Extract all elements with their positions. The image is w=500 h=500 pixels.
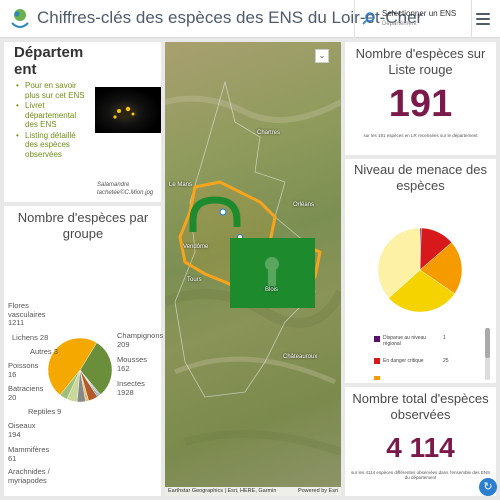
pie-label-oiseaux: Oiseaux 194	[8, 421, 36, 439]
salamander-photo	[95, 87, 161, 133]
salamander-image	[113, 106, 137, 119]
legend-item: Disparue au niveau régional 1	[374, 335, 446, 347]
legend-swatch	[374, 336, 380, 342]
link-livret[interactable]: Livret départemental des ENS	[16, 101, 90, 130]
map-label-tours: Tours	[187, 277, 202, 283]
total-panel	[345, 387, 496, 496]
pie-label-arachnides: Arachnides / myriapodes	[8, 467, 50, 485]
pie-slice-flores-vasculaires[interactable]	[79, 342, 113, 395]
map-label-vendome: Vendôme	[183, 244, 209, 250]
map-label-blois: Blois	[265, 287, 279, 293]
search-icon	[362, 12, 375, 25]
pie-label-champignons: Champignons 209	[117, 331, 164, 349]
legend-swatch	[374, 358, 380, 364]
app-title: Chiffres-clés des espèces des ENS du Loi…	[37, 8, 423, 27]
legend-label: Disparue au niveau régional	[383, 335, 427, 347]
logo-icon	[11, 9, 29, 28]
ens-selector[interactable]: Selectionner un ENS Département	[354, 0, 472, 38]
pie-label-mammiferes: Mammifères 61	[8, 445, 50, 463]
link-listing[interactable]: Listing détaillé des espèces observées	[16, 131, 90, 160]
map-view[interactable]: Chartres Orléans Vendôme Blois Le Mans T…	[165, 42, 341, 496]
pie-slice-insectes[interactable]	[47, 337, 98, 396]
map-terrain-texture	[165, 95, 341, 456]
legend-count: 1	[443, 335, 446, 341]
group-panel-title: Nombre d'espèces par groupe	[17, 210, 149, 241]
threat-pie-chart	[377, 227, 463, 313]
map-label-chartres: Chartres	[257, 130, 281, 136]
unlock-icon	[189, 196, 315, 308]
selector-sublabel: Département	[382, 21, 417, 27]
red-list-panel	[345, 42, 496, 155]
pie-label-mousses: Mousses 162	[117, 355, 148, 373]
legend-scrollbar[interactable]	[485, 328, 490, 380]
map-label-lemans: Le Mans	[169, 182, 193, 188]
pie-label-autres: Autres 3	[30, 347, 58, 356]
map-canvas	[165, 80, 341, 456]
legend-label: En danger critique	[383, 358, 424, 364]
red-list-value: 191	[388, 83, 453, 125]
ens-marker[interactable]	[219, 208, 227, 216]
chevron-down-icon[interactable]: ⌄	[315, 49, 329, 63]
menu-icon[interactable]	[476, 13, 490, 25]
pie-slice-quasi-menac-e[interactable]	[377, 227, 421, 299]
total-value: 4 114	[386, 432, 455, 463]
pie-label-lichens: Lichens 28	[12, 333, 49, 342]
pie-label-reptiles: Reptiles 9	[28, 407, 62, 416]
pie-slice-en-danger[interactable]	[419, 242, 463, 295]
threat-title: Niveau de menace des espèces	[354, 162, 487, 193]
department-title: Département	[14, 44, 84, 78]
app-header: Chiffres-clés des espèces des ENS du Loi…	[0, 0, 500, 38]
selector-label: Selectionner un ENS	[382, 9, 457, 18]
pie-label-flores: Flores vasculaires 1211	[8, 301, 46, 327]
map-attribution: Earthstar Geographics | Esri, HERE, Garm…	[165, 487, 341, 496]
department-links: Pour en savoir plus sur cet ENS Livret d…	[16, 81, 90, 160]
total-title: Nombre total d'espèces observées	[352, 391, 489, 422]
region-boundary	[174, 80, 316, 398]
legend-count: 25	[443, 358, 449, 364]
photo-caption: Salamandre tachetée©C.Mion.jpg	[97, 182, 154, 196]
map-label-orleans: Orléans	[293, 202, 315, 208]
map-label-chateauroux: Châteauroux	[283, 354, 318, 360]
link-more-info[interactable]: Pour en savoir plus sur cet ENS	[16, 81, 90, 100]
total-caption: sur les 4114 espèces différentes observé…	[350, 470, 491, 480]
red-list-caption: sur les 191 espèces en LR recensées sur …	[363, 133, 478, 138]
pie-label-insectes: Insectes 1928	[117, 379, 145, 397]
map-attribution-text: Earthstar Geographics | Esri, HERE, Garm…	[168, 488, 277, 494]
refresh-icon[interactable]: ↻	[479, 478, 497, 496]
legend-item: En danger critique 25	[374, 358, 449, 364]
pie-label-poissons: Poissons 16	[8, 361, 39, 379]
pie-label-batraciens: Batraciens 20	[8, 384, 44, 402]
group-pie-chart	[47, 337, 113, 403]
legend-swatch	[374, 376, 380, 380]
pie-slice-vuln-rable[interactable]	[388, 269, 455, 313]
powered-by-esri[interactable]: Powered by Esri	[297, 488, 338, 494]
red-list-title: Nombre d'espèces sur Liste rouge	[355, 46, 486, 77]
